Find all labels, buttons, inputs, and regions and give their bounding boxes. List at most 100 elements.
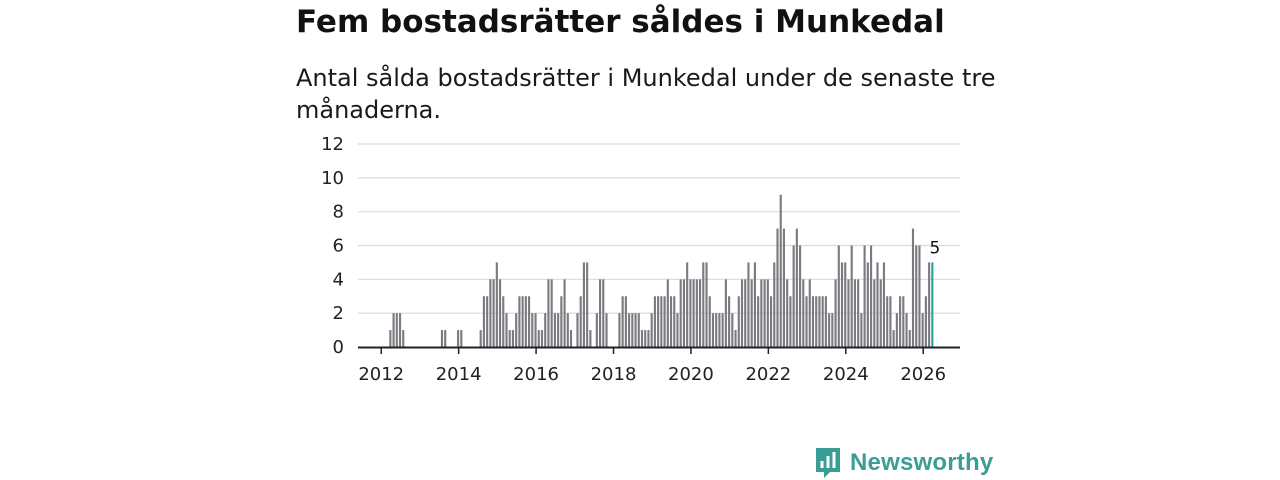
bar-chart: 0 2 4 6 8 10 12 5 2012 2014 2016 2018 2020 2022 2024 20… [321, 134, 960, 385]
bar [553, 313, 556, 347]
bar [869, 245, 873, 347]
bar [876, 262, 879, 347]
bar [482, 296, 485, 347]
bar [618, 313, 621, 347]
bars [389, 194, 934, 347]
bar [673, 296, 676, 347]
bar [744, 279, 747, 347]
bar [621, 296, 624, 347]
bar [444, 330, 447, 347]
bar [766, 279, 769, 347]
bar [547, 279, 550, 347]
bar [566, 313, 569, 347]
bar [818, 296, 821, 347]
x-tick-label: 2016 [513, 364, 559, 385]
bar [589, 330, 592, 347]
bar [605, 313, 608, 347]
bar [786, 279, 789, 347]
bar [902, 296, 905, 347]
bar [747, 262, 750, 347]
bar [831, 313, 834, 347]
bar [479, 330, 482, 347]
bar [782, 228, 786, 347]
bar [740, 279, 744, 347]
x-tick-label: 2014 [436, 364, 482, 385]
bar [918, 245, 921, 347]
bar [586, 262, 589, 347]
bar [795, 228, 798, 347]
chart-title: Fem bostadsrätter såldes i Munkedal [296, 4, 945, 40]
bar [908, 330, 911, 347]
bar [657, 296, 660, 347]
x-tick-label: 2026 [900, 364, 946, 385]
bar [669, 296, 673, 347]
bar [647, 330, 650, 347]
bar [750, 279, 753, 347]
bar [569, 330, 573, 347]
bar [834, 279, 837, 347]
bar [531, 313, 534, 347]
bar [602, 279, 605, 347]
bar [792, 245, 795, 347]
bar [737, 296, 740, 347]
bar [866, 262, 869, 347]
bar [811, 296, 815, 347]
bar [828, 313, 831, 347]
bar [911, 228, 915, 347]
bar [850, 245, 853, 347]
bar [718, 313, 721, 347]
bar [886, 296, 889, 347]
bar [544, 313, 547, 347]
bar [624, 296, 627, 347]
bar [702, 262, 705, 347]
bar [524, 296, 527, 347]
bar [689, 279, 692, 347]
bar [495, 262, 498, 347]
bar [905, 313, 908, 347]
bar [844, 262, 847, 347]
bar [563, 279, 566, 347]
bar [557, 313, 560, 347]
bar [773, 262, 776, 347]
bar [440, 330, 444, 347]
y-tick-label: 12 [321, 134, 344, 155]
bar [895, 313, 898, 347]
bar [582, 262, 585, 347]
bar [860, 313, 863, 347]
bar [824, 296, 827, 347]
bar [853, 279, 856, 347]
bar [779, 194, 782, 347]
bar [460, 330, 463, 347]
bar [686, 262, 689, 347]
bar [728, 296, 731, 347]
bar [731, 313, 734, 347]
bar [540, 330, 544, 347]
bar [857, 279, 860, 347]
bar [899, 296, 902, 347]
bar [518, 296, 521, 347]
bar [634, 313, 637, 347]
bar [760, 279, 763, 347]
bar [660, 296, 663, 347]
y-tick-label: 2 [333, 303, 344, 324]
bar [508, 330, 511, 347]
bar [457, 330, 460, 347]
y-tick-label: 6 [333, 236, 344, 257]
newsworthy-logo-text: Newsworthy [850, 449, 994, 476]
bar [550, 279, 553, 347]
bar [515, 313, 518, 347]
bar [637, 313, 640, 347]
bar [598, 279, 602, 347]
bar [708, 296, 711, 347]
bar [505, 313, 508, 347]
bar [889, 296, 892, 347]
bar [789, 296, 792, 347]
bar [928, 262, 931, 347]
bar [653, 296, 656, 347]
bar [763, 279, 766, 347]
bar [799, 245, 802, 347]
bar [815, 296, 818, 347]
highlight-value-label: 5 [929, 238, 940, 258]
axes [358, 346, 960, 354]
bar [489, 279, 492, 347]
